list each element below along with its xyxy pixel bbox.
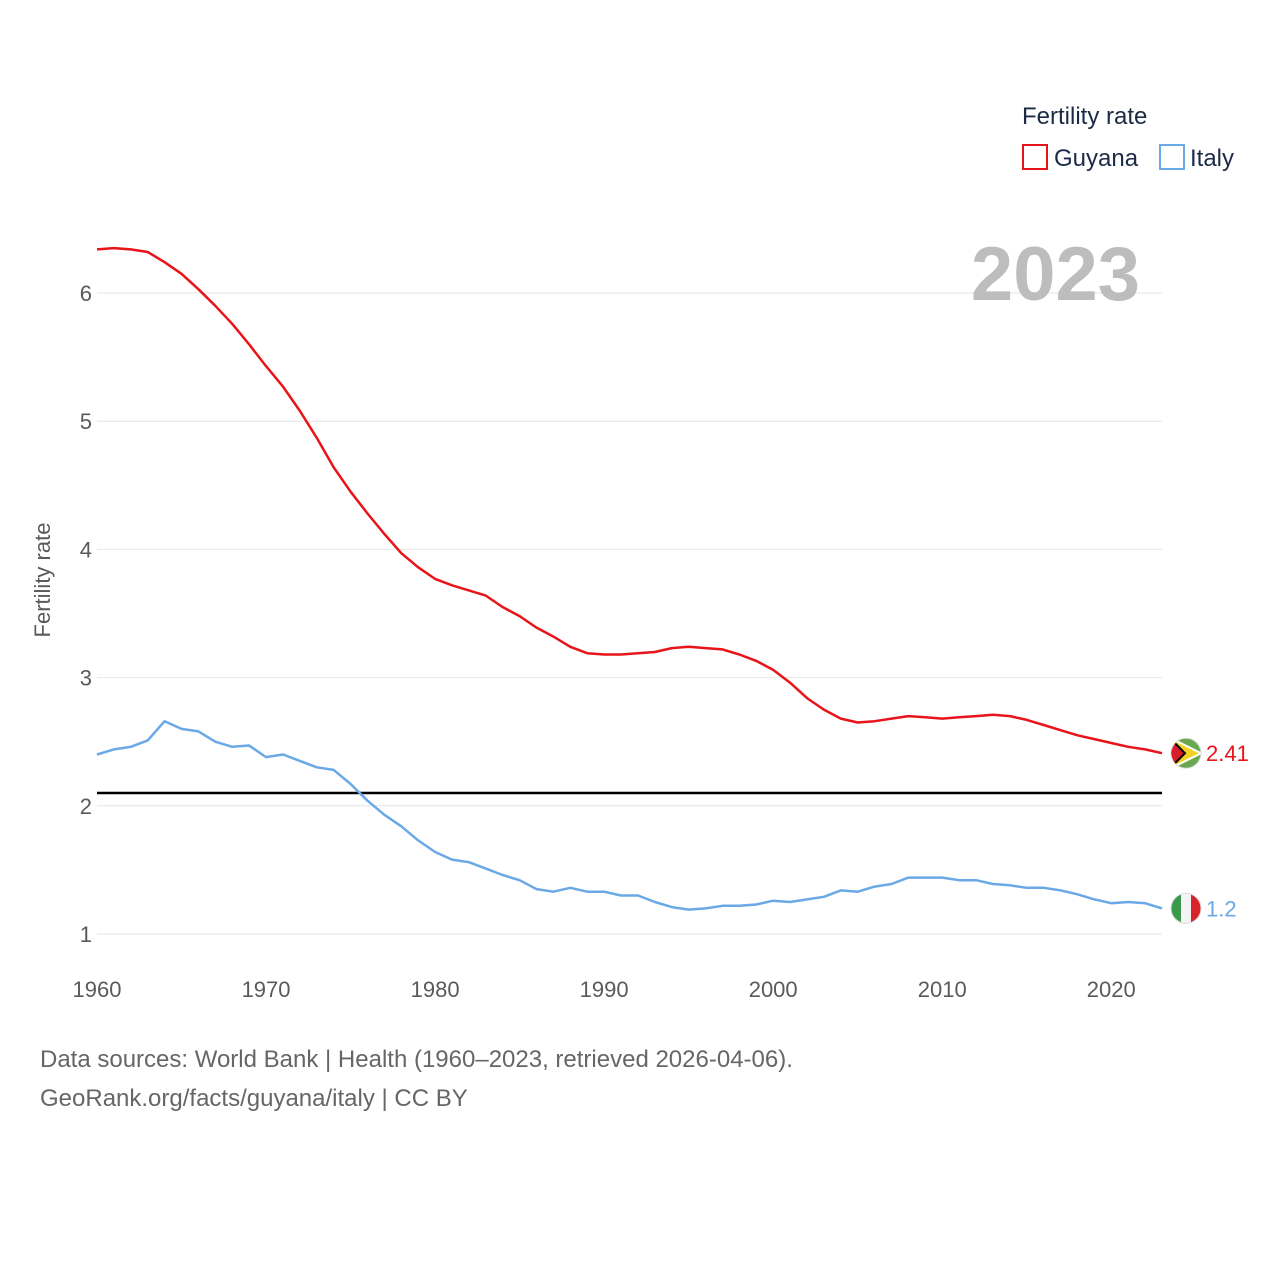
flag-italy-icon [1171,893,1201,924]
x-tick-label-1960: 1960 [73,977,122,1002]
y-tick-label-5: 5 [80,409,92,434]
y-tick-label-1: 1 [80,922,92,947]
series-group [96,246,1163,911]
fertility-rate-chart: 1 2 3 4 5 6 1960 1970 1980 1990 2000 2010 2020 Fert… [30,103,1249,1002]
legend-swatch-italy[interactable] [1159,144,1185,170]
x-axis-ticks: 1960 1970 1980 1990 2000 2010 2020 [73,977,1136,1002]
x-tick-label-1990: 1990 [580,977,629,1002]
y-axis-title: Fertility rate [30,523,55,638]
gridlines [97,292,1162,935]
source-note: Data sources: World Bank | Health (1960–… [40,1040,793,1118]
x-tick-label-2020: 2020 [1087,977,1136,1002]
x-tick-label-2000: 2000 [749,977,798,1002]
legend-swatch-guyana[interactable] [1022,144,1048,170]
x-tick-label-1980: 1980 [411,977,460,1002]
legend-label-italy[interactable]: Italy [1190,145,1234,172]
year-label: 2023 [971,232,1140,317]
flag-guyana-icon [1171,738,1201,769]
x-tick-label-1970: 1970 [242,977,291,1002]
legend-title: Fertility rate [1022,103,1147,130]
series-line-guyana[interactable] [96,246,1163,755]
x-tick-label-2010: 2010 [918,977,967,1002]
y-tick-label-6: 6 [80,281,92,306]
y-tick-label-2: 2 [80,794,92,819]
end-label-italy: 1.2 [1206,896,1237,921]
end-markers: 2.41 1.2 [1170,737,1249,924]
y-tick-label-4: 4 [80,537,92,562]
legend-label-guyana[interactable]: Guyana [1054,145,1139,172]
y-axis-ticks: 1 2 3 4 5 6 [80,281,92,947]
source-line-1: Data sources: World Bank | Health (1960–… [40,1046,793,1073]
y-tick-label-3: 3 [80,666,92,691]
legend[interactable]: Fertility rate Guyana Italy [1022,103,1234,172]
source-line-2: GeoRank.org/facts/guyana/italy | CC BY [40,1085,468,1112]
end-label-guyana: 2.41 [1206,741,1249,766]
series-line-italy[interactable] [96,719,1163,911]
